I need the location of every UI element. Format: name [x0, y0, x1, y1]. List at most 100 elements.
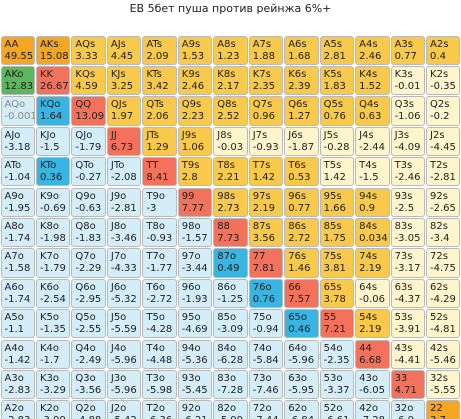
hand-label: AJs [110, 38, 126, 50]
ev-value: -4.88 [75, 415, 101, 419]
hand-label: Q4s [359, 99, 379, 111]
hand-label: J5o [110, 312, 127, 324]
hand-cell: AQs 3.33 [71, 35, 106, 65]
hand-label: 99 [181, 190, 195, 202]
hand-cell: 42s -5.46 [426, 339, 461, 369]
hand-cell: KJs 3.25 [106, 65, 142, 96]
ev-value: 1.06 [181, 141, 205, 153]
ev-value: -2.46 [394, 172, 421, 184]
hand-cell: 75s 3.81 [319, 248, 355, 278]
hand-label: J2o [110, 403, 127, 415]
hand-label: A4s [359, 38, 378, 50]
ev-value: -4.45 [430, 141, 456, 153]
hand-cell: T5o -4.28 [142, 309, 177, 339]
hand-cell: K3o -3.29 [35, 369, 71, 400]
hand-cell: 73s -3.17 [390, 248, 426, 278]
hand-label: A2s [430, 38, 449, 50]
hand-cell: A2o-2.83 [0, 400, 35, 419]
hand-label: 62s [430, 281, 448, 293]
ev-value: 0.96 [252, 111, 275, 123]
hand-cell: AKs 15.08 [35, 35, 71, 65]
hand-label: ATs [146, 38, 163, 50]
ev-value: 3.81 [323, 263, 346, 275]
hand-label: J8o [110, 220, 127, 232]
ev-value: 6.68 [359, 354, 382, 366]
hand-cell: K4o -1.7 [35, 339, 71, 369]
hand-cell: 55 7.21 [319, 309, 355, 339]
hand-cell: 76o 0.76 [248, 278, 284, 309]
ev-value: 1.88 [252, 50, 275, 62]
hand-label: J4s [359, 129, 374, 141]
hand-cell: T9s 2.8 [177, 157, 213, 187]
hand-cell: 65s 3.78 [319, 278, 355, 309]
ev-value: -0.001 [4, 111, 35, 123]
hand-label: A9o [4, 190, 24, 202]
ev-value: -5.95 [288, 384, 315, 396]
ev-value: 2.19 [252, 202, 275, 214]
hand-cell: K8o -1.98 [35, 217, 71, 248]
hand-label: K5o [39, 312, 59, 324]
ev-value: 2.81 [323, 50, 346, 62]
ev-value: 26.67 [39, 80, 69, 92]
hand-label: A9s [181, 38, 201, 50]
ev-value: -4.75 [430, 263, 456, 275]
ev-value: 3.7 [430, 415, 446, 419]
hand-label: A5s [323, 38, 343, 50]
hand-label: TT [146, 160, 159, 172]
ev-value: 1.68 [288, 50, 311, 62]
ev-value: -1.25 [217, 293, 244, 305]
hand-label: 95o [181, 312, 201, 324]
hand-cell: Q3s -1.06 [390, 96, 426, 126]
ev-value: 2.72 [288, 232, 311, 244]
hand-label: 52o [323, 403, 343, 415]
hand-label: Q3o [75, 372, 96, 384]
hand-cell: J4s -2.44 [355, 126, 390, 157]
hand-cell: Q5o -2.55 [71, 309, 106, 339]
hand-cell: J7s -0.93 [248, 126, 284, 157]
hand-cell: A7s 1.88 [248, 35, 284, 65]
ev-value: -0.01 [394, 80, 421, 92]
ev-value: -5.99 [217, 415, 243, 419]
ev-value: -6.9 [395, 415, 415, 419]
hand-label: Q9s [181, 99, 202, 111]
hand-cell: KK 26.67 [35, 65, 71, 96]
ev-value: -1.1 [4, 324, 25, 336]
hand-label: KJo [39, 129, 56, 141]
ev-value: -6.28 [217, 354, 244, 366]
ev-value: -0.35 [430, 80, 456, 92]
hand-label: 94s [359, 190, 378, 202]
hand-label: 52s [430, 312, 448, 324]
ev-value: -3.99 [40, 415, 66, 419]
hand-label: T5o [146, 312, 165, 324]
hand-label: KJs [110, 68, 126, 80]
hand-cell: K4s 1.52 [355, 65, 390, 96]
hand-cell: T3s -2.46 [390, 157, 426, 187]
hand-cell: T8s 2.21 [213, 157, 248, 187]
ev-value: 0.76 [252, 293, 275, 305]
ev-value: 0.36 [39, 172, 63, 184]
hand-cell: 64o -5.96 [284, 339, 319, 369]
hand-cell: K3s -0.01 [390, 65, 426, 96]
hand-cell: 87s 3.56 [248, 217, 284, 248]
hand-cell: 82s -3.4 [426, 217, 461, 248]
hand-cell: Q3o -3.56 [71, 369, 106, 400]
hand-cell: 74s 2.19 [355, 248, 390, 278]
hand-label: Q2s [430, 99, 450, 111]
ev-value: -1.93 [181, 293, 208, 305]
hand-cell: 53o -3.37 [319, 369, 355, 400]
hand-label: K8s [217, 68, 236, 80]
hand-cell: 64s -0.06 [355, 278, 390, 309]
hand-label: Q8s [217, 99, 237, 111]
hand-label: QTo [75, 160, 94, 172]
ev-value: -6.21 [182, 415, 208, 419]
hand-cell: T4o -4.48 [142, 339, 177, 369]
hand-cell: J4o -5.96 [106, 339, 142, 369]
ev-value: -5.84 [252, 354, 279, 366]
ev-value: 2.21 [217, 172, 240, 184]
hand-cell: 42o-7.28 [355, 400, 390, 419]
hand-cell: A4o -1.42 [0, 339, 35, 369]
ev-value: -0.28 [323, 141, 350, 153]
hand-label: 63s [394, 281, 413, 293]
ev-value: -0.63 [75, 202, 102, 214]
hand-label: 88 [217, 220, 230, 232]
